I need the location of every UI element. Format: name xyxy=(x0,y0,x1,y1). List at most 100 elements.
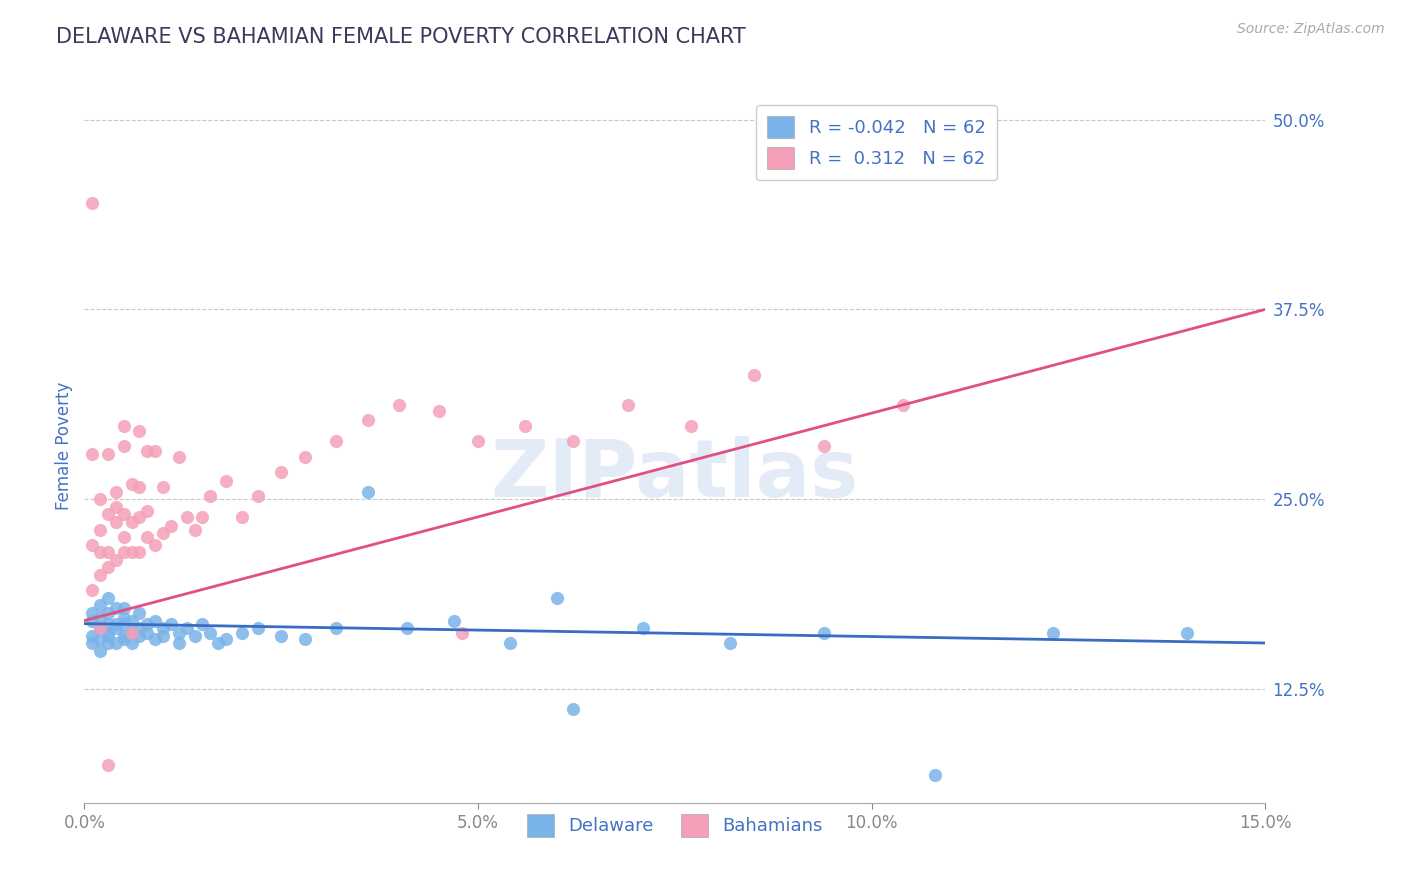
Point xyxy=(97,560,120,574)
Point xyxy=(498,636,520,650)
Point xyxy=(325,434,347,449)
Point xyxy=(112,601,135,615)
Text: DELAWARE VS BAHAMIAN FEMALE POVERTY CORRELATION CHART: DELAWARE VS BAHAMIAN FEMALE POVERTY CORR… xyxy=(56,27,747,46)
Point xyxy=(104,621,127,635)
Point xyxy=(82,606,104,620)
Point xyxy=(136,443,159,458)
Point xyxy=(97,636,120,650)
Point xyxy=(82,447,104,461)
Point xyxy=(718,636,741,650)
Point xyxy=(215,632,238,646)
Point xyxy=(121,477,143,491)
Point xyxy=(294,632,316,646)
Point xyxy=(121,545,143,559)
Point xyxy=(143,632,166,646)
Point xyxy=(112,530,135,544)
Point xyxy=(231,625,253,640)
Point xyxy=(97,625,120,640)
Point xyxy=(451,625,474,640)
Point xyxy=(89,545,111,559)
Point xyxy=(546,591,568,605)
Point xyxy=(616,398,638,412)
Point xyxy=(246,621,269,635)
Point xyxy=(97,591,120,605)
Point xyxy=(357,484,380,499)
Point xyxy=(152,621,174,635)
Point xyxy=(112,616,135,631)
Point xyxy=(183,629,205,643)
Point xyxy=(167,636,190,650)
Point xyxy=(246,489,269,503)
Point xyxy=(924,768,946,782)
Point xyxy=(104,484,127,499)
Point xyxy=(200,625,222,640)
Point xyxy=(191,616,214,631)
Point xyxy=(112,632,135,646)
Point xyxy=(813,439,835,453)
Point xyxy=(89,610,111,624)
Point xyxy=(191,510,214,524)
Point xyxy=(104,636,127,650)
Point xyxy=(200,489,222,503)
Point xyxy=(143,538,166,552)
Point xyxy=(121,515,143,529)
Point xyxy=(128,545,150,559)
Point xyxy=(82,629,104,643)
Point xyxy=(231,510,253,524)
Point xyxy=(121,636,143,650)
Point xyxy=(136,616,159,631)
Point xyxy=(143,443,166,458)
Point xyxy=(128,510,150,524)
Point xyxy=(112,419,135,434)
Point xyxy=(112,545,135,559)
Point xyxy=(97,447,120,461)
Point xyxy=(742,368,765,382)
Point xyxy=(176,510,198,524)
Point xyxy=(89,599,111,613)
Point xyxy=(1175,625,1198,640)
Point xyxy=(82,583,104,598)
Point xyxy=(396,621,419,635)
Point xyxy=(112,610,135,624)
Point xyxy=(136,504,159,518)
Point xyxy=(427,404,450,418)
Point xyxy=(104,601,127,615)
Point xyxy=(160,519,183,533)
Point xyxy=(97,606,120,620)
Point xyxy=(121,625,143,640)
Point xyxy=(82,538,104,552)
Point xyxy=(167,625,190,640)
Point xyxy=(294,450,316,464)
Point xyxy=(82,636,104,650)
Point xyxy=(97,757,120,772)
Point xyxy=(89,621,111,635)
Legend: Delaware, Bahamians: Delaware, Bahamians xyxy=(520,807,830,844)
Point xyxy=(112,439,135,453)
Point xyxy=(104,515,127,529)
Point xyxy=(152,480,174,494)
Point xyxy=(112,629,135,643)
Point xyxy=(176,621,198,635)
Point xyxy=(89,523,111,537)
Point xyxy=(89,568,111,582)
Point xyxy=(121,614,143,628)
Point xyxy=(89,632,111,646)
Point xyxy=(128,424,150,438)
Point xyxy=(97,508,120,522)
Point xyxy=(443,614,465,628)
Point xyxy=(515,419,537,434)
Point xyxy=(136,530,159,544)
Point xyxy=(633,621,655,635)
Point xyxy=(167,450,190,464)
Point xyxy=(152,629,174,643)
Point xyxy=(1042,625,1064,640)
Point xyxy=(325,621,347,635)
Point xyxy=(89,492,111,507)
Point xyxy=(183,523,205,537)
Point xyxy=(561,701,583,715)
Point xyxy=(467,434,489,449)
Point xyxy=(97,629,120,643)
Point xyxy=(104,500,127,514)
Point xyxy=(97,545,120,559)
Point xyxy=(152,525,174,540)
